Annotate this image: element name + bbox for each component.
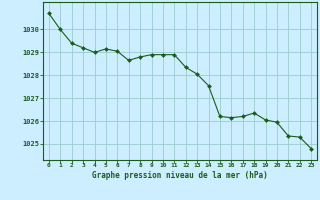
X-axis label: Graphe pression niveau de la mer (hPa): Graphe pression niveau de la mer (hPa) [92,171,268,180]
